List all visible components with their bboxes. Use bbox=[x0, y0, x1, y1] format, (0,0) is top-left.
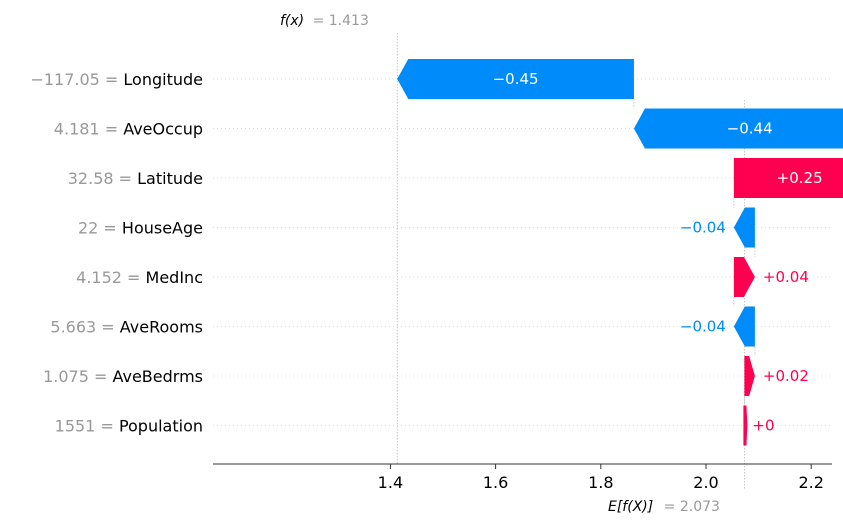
x-tick-label: 2.2 bbox=[798, 473, 823, 492]
bar-averooms bbox=[733, 306, 755, 347]
feature-name: AveRooms bbox=[120, 318, 203, 337]
bar-value-label: +0.04 bbox=[763, 268, 809, 286]
feature-value: 1.075 = bbox=[43, 367, 112, 386]
bar-value-label: −0.44 bbox=[727, 120, 773, 138]
bar-value-label: +0.25 bbox=[777, 169, 823, 187]
bar-longitude bbox=[397, 59, 634, 99]
bar-value-label: +0 bbox=[752, 417, 774, 435]
fx-value: = 1.413 bbox=[313, 13, 369, 29]
bar-value-label: −0.04 bbox=[680, 318, 726, 336]
feature-name: Population bbox=[119, 417, 203, 436]
ex-label: E[f(X)] bbox=[608, 499, 653, 515]
feature-name: Latitude bbox=[137, 169, 203, 188]
feature-value: 22 = bbox=[78, 219, 122, 238]
feature-value: 4.152 = bbox=[76, 268, 145, 287]
feature-label: 32.58 = Latitude bbox=[68, 169, 203, 188]
annotations: f(x) = 1.413 E[f(X)] = 2.073 bbox=[280, 13, 720, 515]
x-tick-label: 2.0 bbox=[693, 473, 718, 492]
feature-value: 5.663 = bbox=[50, 318, 119, 337]
feature-name: AveBedrms bbox=[112, 367, 203, 386]
feature-value: −117.05 = bbox=[30, 70, 123, 89]
feature-name: MedInc bbox=[146, 268, 203, 287]
reference-lines bbox=[396, 33, 756, 490]
feature-value: 4.181 = bbox=[54, 120, 123, 139]
feature-label: 22 = HouseAge bbox=[78, 219, 203, 238]
fx-label: f(x) bbox=[280, 13, 304, 29]
feature-name: AveOccup bbox=[123, 120, 203, 139]
feature-label: 4.181 = AveOccup bbox=[54, 120, 203, 139]
bar-latitude bbox=[733, 158, 843, 198]
bar-population bbox=[743, 405, 748, 446]
x-tick-label: 1.6 bbox=[483, 473, 508, 492]
feature-value: 32.58 = bbox=[68, 169, 137, 188]
feature-label: 1.075 = AveBedrms bbox=[43, 367, 203, 386]
feature-label: 1551 = Population bbox=[55, 417, 203, 436]
feature-name: HouseAge bbox=[122, 219, 203, 238]
bar-avebedrms bbox=[744, 356, 755, 396]
feature-label: 5.663 = AveRooms bbox=[50, 318, 203, 337]
bar-value-label: +0.02 bbox=[763, 367, 809, 385]
feature-label: −117.05 = Longitude bbox=[30, 70, 203, 89]
bar-houseage bbox=[733, 207, 755, 248]
ex-value: = 2.073 bbox=[664, 499, 720, 515]
x-tick-label: 1.8 bbox=[588, 473, 613, 492]
fx-annotation: f(x) = 1.413 bbox=[280, 13, 369, 29]
x-axis: 1.41.61.82.02.22.4 bbox=[213, 463, 832, 492]
feature-name: Longitude bbox=[123, 70, 203, 89]
bar-value-label: −0.04 bbox=[680, 219, 726, 237]
feature-value: 1551 = bbox=[55, 417, 119, 436]
bars: −0.45 −0.44 +0.25 −0.04 +0.04 −0.04 +0.02 +0 bbox=[397, 59, 843, 446]
bar-aveoccup bbox=[633, 108, 843, 149]
feature-label: 4.152 = MedInc bbox=[76, 268, 203, 287]
bar-medinc bbox=[733, 257, 755, 297]
ex-annotation: E[f(X)] = 2.073 bbox=[608, 499, 720, 515]
x-tick-label: 1.4 bbox=[378, 473, 403, 492]
feature-labels: −117.05 = Longitude 4.181 = AveOccup 32.58… bbox=[30, 70, 203, 436]
bar-value-label: −0.45 bbox=[493, 70, 539, 88]
